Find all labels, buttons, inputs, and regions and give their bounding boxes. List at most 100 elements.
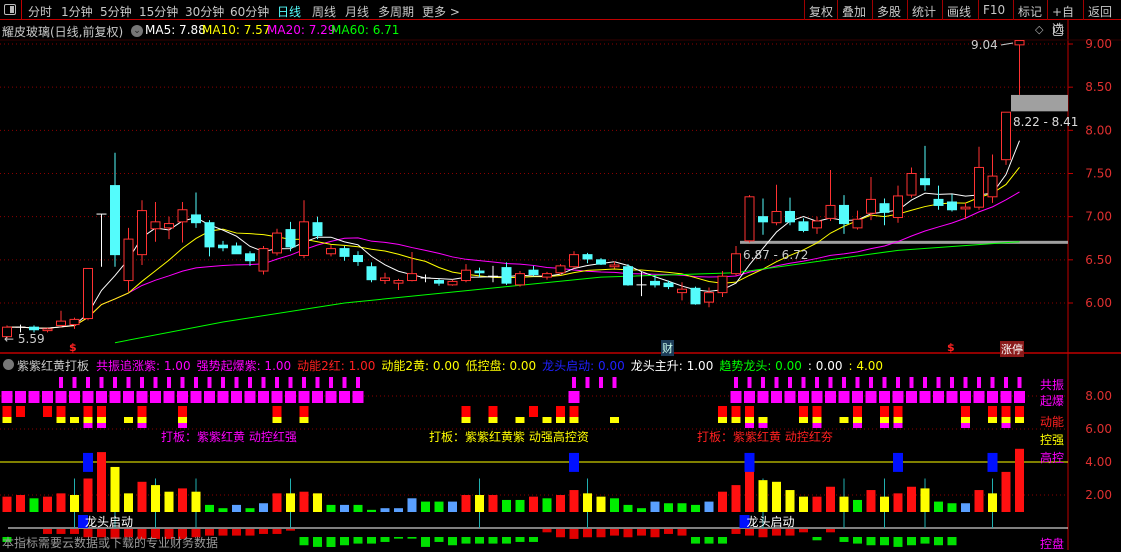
dongneng-red-mark <box>961 406 970 417</box>
action-button-8[interactable]: 返回 <box>1083 0 1121 20</box>
period-tab-7[interactable]: 周线 <box>312 5 337 19</box>
qibao-mark <box>744 391 755 403</box>
candle-body <box>879 203 890 213</box>
candle-body <box>218 244 228 249</box>
candle-body <box>947 201 957 211</box>
dongneng-red-mark <box>812 406 822 417</box>
indicator-settings-icon[interactable] <box>3 359 14 370</box>
momentum-bar <box>812 496 822 512</box>
blue-signal-block <box>744 452 755 472</box>
low-price-label: ← 5.59 <box>4 332 45 346</box>
control-bar <box>853 537 862 544</box>
momentum-bar <box>137 481 147 512</box>
qibao-mark <box>865 391 877 403</box>
dongneng-magenta-mark <box>758 423 768 428</box>
dongneng-yellow-mark <box>610 417 619 423</box>
action-button-2[interactable]: 多股 <box>872 0 907 20</box>
financial-report-marker[interactable]: 财 <box>661 340 674 356</box>
momentum-bar <box>110 466 120 512</box>
gongzhen-mark <box>113 377 117 388</box>
momentum-bar <box>326 504 336 512</box>
settings-circle-icon[interactable]: ⌄ <box>131 25 143 37</box>
dongneng-red-mark <box>178 406 187 417</box>
layout-toggle-icon[interactable] <box>4 4 16 15</box>
dividend-marker[interactable]: $ <box>69 341 77 354</box>
gongzhen-mark <box>1004 377 1008 388</box>
dongneng-yellow-mark <box>178 417 187 423</box>
action-button-7[interactable]: +自选 <box>1047 0 1083 36</box>
momentum-bar <box>380 508 390 512</box>
limit-up-badge[interactable]: 涨停 <box>1000 341 1024 357</box>
dongneng-red-mark <box>745 406 754 417</box>
candle-body <box>150 221 161 230</box>
momentum-bar <box>515 499 525 512</box>
gongzhen-mark <box>275 377 279 388</box>
action-button-4[interactable]: 画线 <box>942 0 978 20</box>
period-tab-3[interactable]: 15分钟 <box>139 5 179 19</box>
control-bar <box>421 537 430 547</box>
control-bar <box>650 529 660 538</box>
period-tab-5[interactable]: 60分钟 <box>230 5 270 19</box>
dongneng-red-mark <box>461 406 471 417</box>
momentum-bar <box>772 481 781 512</box>
qibao-mark <box>258 391 269 403</box>
action-button-6[interactable]: 标记 <box>1013 0 1047 20</box>
control-bar <box>826 529 835 533</box>
period-tab-9[interactable]: 多周期 <box>378 5 415 19</box>
diamond-icon[interactable]: ◇ <box>1035 23 1044 36</box>
qibao-mark <box>892 391 904 403</box>
period-tab-0[interactable]: 分时 <box>28 5 53 19</box>
qibao-mark <box>150 391 161 403</box>
control-bar <box>70 529 79 534</box>
candle-body <box>515 273 525 286</box>
candle-body <box>474 270 485 274</box>
qibao-mark <box>960 391 971 403</box>
candle-body <box>960 206 971 210</box>
price-axis-label: 6.50 <box>1085 253 1112 267</box>
indicator-name[interactable]: 紫紫红黄打板 <box>17 359 90 373</box>
period-tab-10[interactable]: 更多 > <box>422 5 460 19</box>
momentum-bar <box>1015 448 1024 512</box>
candle-body <box>987 175 998 198</box>
candle-body <box>434 280 444 284</box>
candle-body <box>83 267 93 320</box>
candle-body <box>29 326 39 331</box>
gongzhen-mark <box>828 377 833 388</box>
period-tab-8[interactable]: 月线 <box>345 5 370 19</box>
control-bar <box>313 537 322 547</box>
dongneng-yellow-mark <box>56 417 66 423</box>
dongneng-yellow-mark <box>758 417 768 423</box>
action-button-5[interactable]: F10 <box>978 0 1013 20</box>
action-button-3[interactable]: 统计 <box>907 0 942 20</box>
dongneng-yellow-mark <box>812 417 822 423</box>
ma10-readout: MA10: 7.57 <box>202 23 271 37</box>
dongneng-magenta-mark <box>97 423 106 428</box>
action-button-1[interactable]: 叠加 <box>837 0 872 20</box>
control-bar <box>2 537 12 542</box>
dongneng-yellow-mark <box>556 417 565 423</box>
dividend-marker[interactable]: $ <box>947 341 955 354</box>
gongzhen-mark <box>140 377 144 388</box>
momentum-bar <box>191 491 201 512</box>
candle-body <box>366 266 377 281</box>
dragon-start-label: 龙头启动 <box>85 515 133 529</box>
period-tab-2[interactable]: 5分钟 <box>100 5 132 19</box>
legend-label: 动能 <box>1040 415 1065 429</box>
qibao-mark <box>42 391 53 403</box>
momentum-bar <box>731 485 741 512</box>
gongzhen-mark <box>315 377 320 388</box>
gongzhen-mark <box>572 377 576 388</box>
period-tab-6[interactable]: 日线 <box>277 5 302 19</box>
period-tab-1[interactable]: 1分钟 <box>61 5 93 19</box>
gongzhen-mark <box>882 377 887 388</box>
period-tab-4[interactable]: 30分钟 <box>185 5 225 19</box>
control-bar <box>569 529 579 539</box>
panel-toggle-icon[interactable] <box>1053 25 1063 36</box>
action-button-0[interactable]: 复权 <box>804 0 837 20</box>
indicator-axis-label: 8.00 <box>1085 389 1112 403</box>
candle-body <box>839 204 849 225</box>
momentum-bar <box>421 501 430 512</box>
control-bar <box>556 529 565 538</box>
control-bar <box>272 529 282 534</box>
